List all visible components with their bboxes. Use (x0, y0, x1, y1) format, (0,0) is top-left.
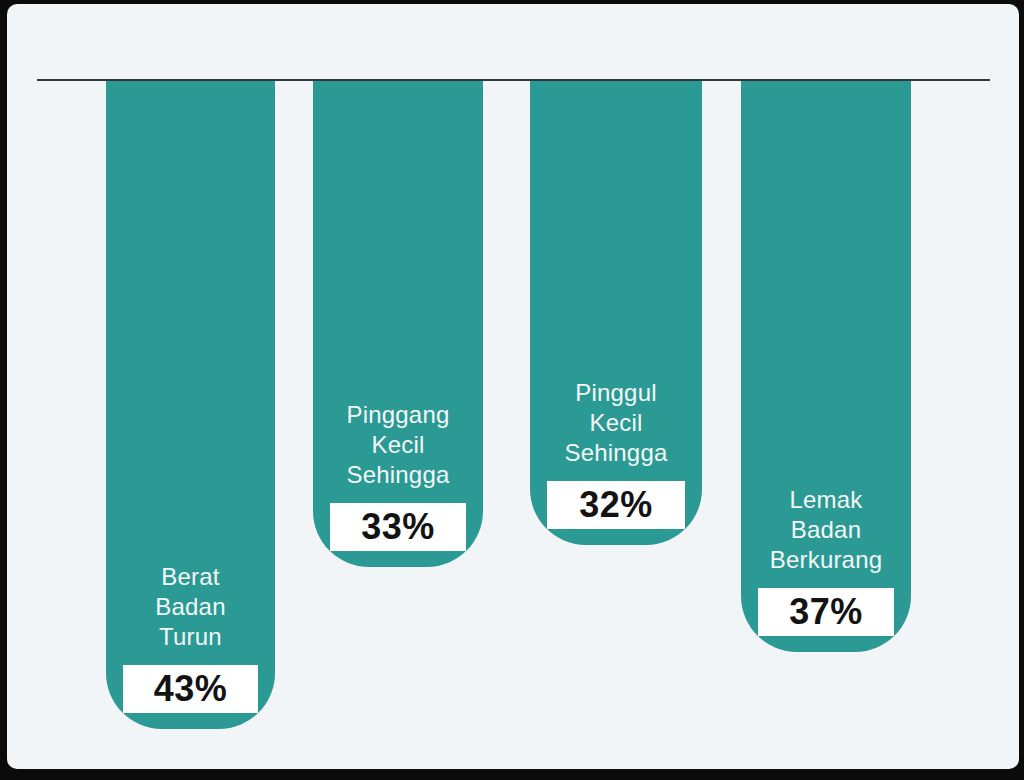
value-chip: 37% (758, 588, 894, 636)
slide-frame: Berat Badan Turun 43% Pinggang Kecil Seh… (0, 0, 1024, 780)
chart-canvas: Berat Badan Turun 43% Pinggang Kecil Seh… (7, 4, 1019, 769)
bar-label: Lemak Badan Berkurang (758, 485, 894, 575)
bar-label: Berat Badan Turun (123, 562, 258, 652)
bar-berat-badan-turun: Berat Badan Turun 43% (106, 81, 275, 729)
value-chip: 43% (123, 665, 258, 713)
value-chip: 33% (330, 503, 466, 551)
bar-label: Pinggang Kecil Sehingga (330, 400, 466, 490)
bar-pinggang-kecil-sehingga: Pinggang Kecil Sehingga 33% (313, 81, 483, 567)
value-chip: 32% (547, 481, 685, 529)
bar-lemak-badan-berkurang: Lemak Badan Berkurang 37% (741, 81, 911, 652)
bar-pinggul-kecil-sehingga: Pinggul Kecil Sehingga 32% (530, 81, 702, 545)
bar-label: Pinggul Kecil Sehingga (547, 378, 685, 468)
